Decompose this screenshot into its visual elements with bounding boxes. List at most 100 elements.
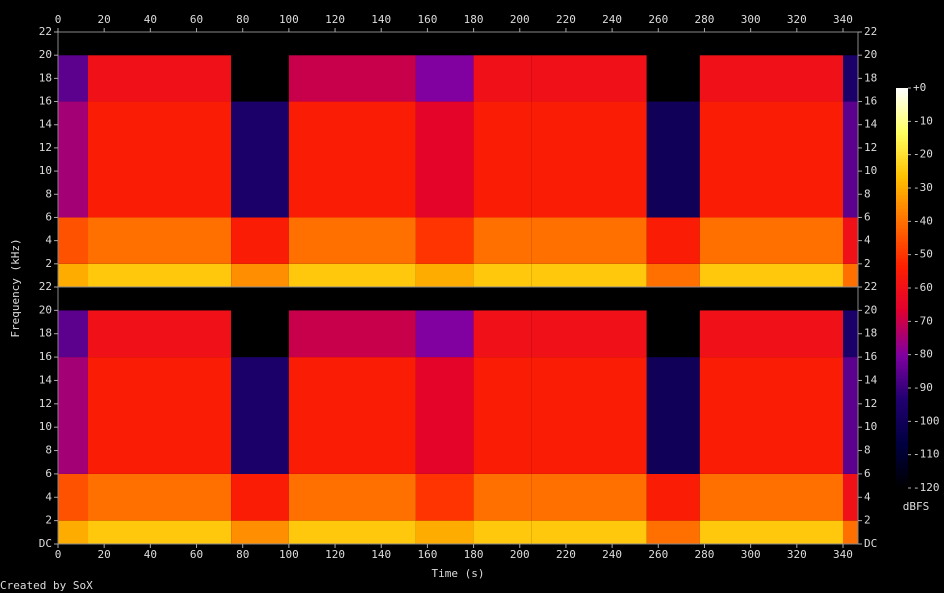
colorbar-swatch bbox=[896, 131, 908, 136]
colorbar-swatch bbox=[896, 194, 908, 199]
spectrogram-cell bbox=[699, 473, 843, 521]
colorbar-swatch bbox=[896, 441, 908, 446]
x-tick-label: 220 bbox=[556, 548, 576, 561]
y-tick-label: 20 bbox=[864, 303, 877, 316]
spectrogram-cell bbox=[842, 217, 858, 264]
colorbar-swatch bbox=[896, 398, 908, 402]
spectrogram-cell bbox=[842, 263, 858, 287]
y-tick-label: 6 bbox=[864, 467, 871, 480]
y-tick-label: 4 bbox=[864, 490, 871, 503]
colorbar-swatch bbox=[896, 94, 908, 99]
spectrogram-cell bbox=[415, 287, 474, 311]
colorbar-swatch bbox=[896, 231, 908, 236]
x-tick-label: 260 bbox=[648, 548, 668, 561]
colorbar-swatch bbox=[896, 424, 908, 429]
colorbar-swatch bbox=[896, 348, 908, 352]
colorbar-swatch bbox=[896, 198, 908, 202]
y-tick-label: 14 bbox=[39, 118, 53, 131]
colorbar-swatch bbox=[896, 384, 908, 389]
spectrogram-cell bbox=[473, 520, 532, 544]
colorbar-tick-label: -50 bbox=[913, 248, 933, 261]
spectrogram-cell bbox=[88, 473, 232, 521]
y-tick-label: 14 bbox=[864, 118, 878, 131]
colorbar-swatch bbox=[896, 451, 908, 456]
colorbar-swatch bbox=[896, 221, 908, 226]
y-tick-label: 18 bbox=[39, 327, 52, 340]
x-tick-label: 160 bbox=[417, 13, 437, 26]
spectrogram-cell bbox=[58, 287, 89, 311]
colorbar-swatch bbox=[896, 434, 908, 439]
spectrogram-cell bbox=[699, 310, 843, 358]
colorbar-swatch bbox=[896, 291, 908, 296]
colorbar-swatch bbox=[896, 168, 908, 172]
x-tick-label: 60 bbox=[190, 13, 203, 26]
spectrogram-cell bbox=[415, 357, 474, 474]
colorbar-swatch bbox=[896, 421, 908, 426]
spectrogram-cell bbox=[88, 263, 232, 287]
colorbar-swatch bbox=[896, 138, 908, 142]
colorbar-tick-label: -20 bbox=[913, 148, 933, 161]
spectrogram-cell bbox=[531, 32, 647, 56]
colorbar-swatch bbox=[896, 264, 908, 269]
colorbar-swatch bbox=[896, 458, 908, 462]
x-tick-label: 80 bbox=[236, 13, 249, 26]
y-tick-label: 18 bbox=[864, 71, 877, 84]
colorbar-swatch bbox=[896, 388, 908, 392]
colorbar-swatch bbox=[896, 101, 908, 106]
colorbar-swatch bbox=[896, 104, 908, 109]
colorbar-swatch bbox=[896, 344, 908, 349]
spectrogram-cell bbox=[415, 101, 474, 218]
colorbar-swatch bbox=[896, 204, 908, 209]
y-tick-label: 18 bbox=[864, 327, 877, 340]
colorbar-swatch bbox=[896, 261, 908, 266]
spectrogram-cell bbox=[88, 32, 232, 56]
y-axis-label: Frequency (kHz) bbox=[9, 238, 22, 337]
colorbar-swatch bbox=[896, 294, 908, 299]
colorbar-tick-label: -70 bbox=[913, 314, 933, 327]
colorbar-swatch bbox=[896, 88, 908, 92]
colorbar-swatch bbox=[896, 218, 908, 222]
spectrogram-cell bbox=[288, 287, 416, 311]
y-tick-label: 18 bbox=[39, 71, 52, 84]
colorbar-tick-label: -80 bbox=[913, 348, 933, 361]
colorbar-swatch bbox=[896, 114, 908, 119]
spectrogram-cell bbox=[415, 263, 474, 287]
colorbar-swatch bbox=[896, 318, 908, 322]
x-tick-label: 200 bbox=[510, 548, 530, 561]
colorbar-swatch bbox=[896, 164, 908, 169]
colorbar-swatch bbox=[896, 354, 908, 359]
colorbar-swatch bbox=[896, 438, 908, 442]
y-tick-label: 6 bbox=[864, 210, 871, 223]
colorbar-swatch bbox=[896, 244, 908, 249]
y-tick-label: 22 bbox=[39, 25, 52, 38]
spectrogram-cell bbox=[88, 217, 232, 264]
spectrogram-cell bbox=[531, 520, 647, 544]
spectrogram-cell bbox=[699, 101, 843, 218]
x-tick-label: 260 bbox=[648, 13, 668, 26]
y-tick-label: 2 bbox=[864, 514, 871, 527]
x-tick-label: 200 bbox=[510, 13, 530, 26]
y-tick-label: 16 bbox=[39, 350, 52, 363]
x-tick-label: 140 bbox=[371, 13, 391, 26]
colorbar-swatch bbox=[896, 248, 908, 252]
spectrogram-cell bbox=[58, 101, 89, 218]
spectrogram-cell bbox=[231, 217, 289, 264]
colorbar-swatch bbox=[896, 378, 908, 382]
colorbar-swatch bbox=[896, 191, 908, 196]
spectrogram-cell bbox=[531, 287, 647, 311]
colorbar-swatch bbox=[896, 314, 908, 319]
y-tick-label: 2 bbox=[45, 257, 52, 270]
spectrogram-cell bbox=[699, 55, 843, 102]
x-tick-label: 320 bbox=[787, 548, 807, 561]
colorbar-swatch bbox=[896, 371, 908, 376]
y-tick-label: 20 bbox=[39, 48, 52, 61]
y-tick-label: 6 bbox=[45, 467, 52, 480]
spectrogram-cell bbox=[473, 101, 532, 218]
colorbar-swatch bbox=[896, 391, 908, 396]
colorbar-swatch bbox=[896, 184, 908, 189]
spectrogram-cell bbox=[699, 263, 843, 287]
colorbar-swatch bbox=[896, 201, 908, 206]
spectrogram-cell bbox=[231, 520, 289, 544]
